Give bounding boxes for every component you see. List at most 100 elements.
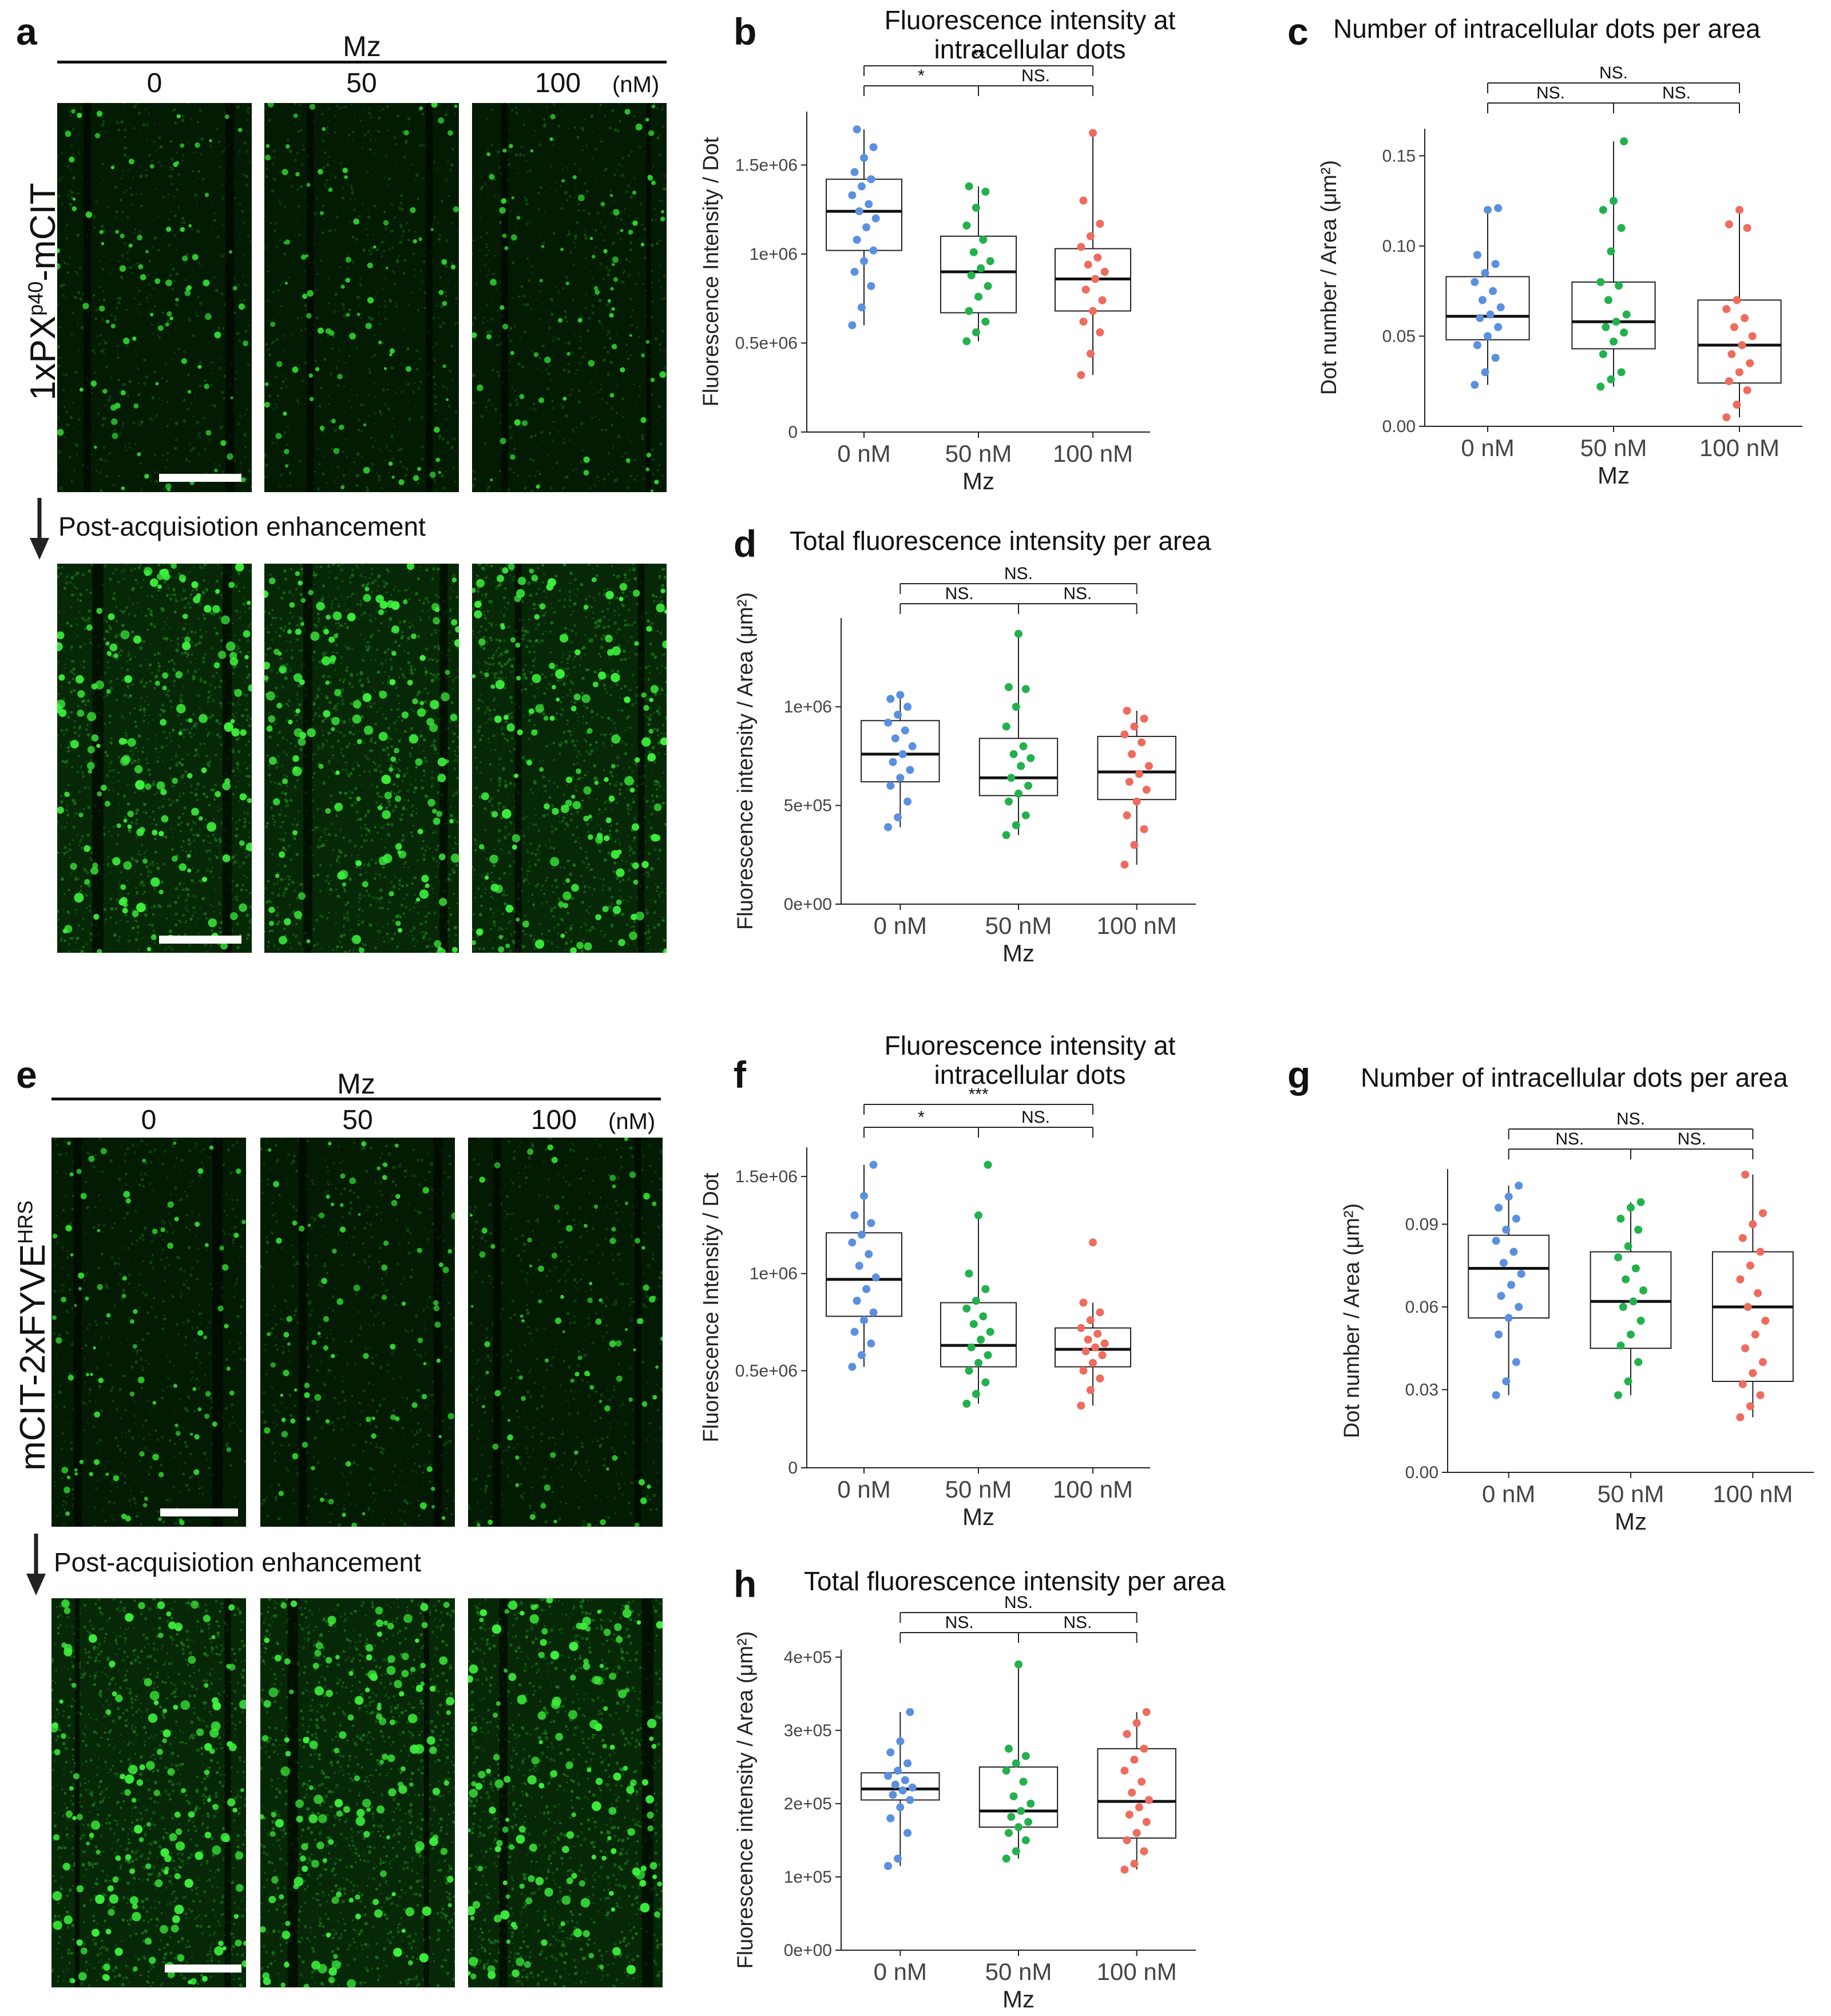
data-point — [1496, 303, 1505, 311]
data-point — [1019, 742, 1028, 751]
data-point — [1014, 629, 1022, 638]
data-point — [1081, 286, 1090, 294]
data-point — [1140, 1847, 1148, 1856]
data-point — [967, 271, 976, 280]
row-label-e: mCIT-2xFYVEHRS — [13, 1200, 53, 1471]
data-point — [862, 223, 871, 232]
y-axis-title: Fluorescence Intensity / Dot — [699, 1173, 723, 1442]
chart-c: 0.00 0.05 0.10 0.15 0 nM 50 nM 100 nM Mz Dot num… — [1317, 64, 1802, 489]
data-point — [901, 726, 909, 735]
data-point — [1140, 825, 1148, 833]
data-point — [1014, 789, 1022, 798]
data-point — [1004, 1829, 1013, 1837]
data-point — [857, 1230, 866, 1239]
data-point — [1100, 268, 1109, 276]
x-tick-label: 0 nM — [1482, 1480, 1535, 1507]
data-point — [850, 268, 859, 276]
data-point — [1754, 1289, 1762, 1297]
data-point — [894, 1854, 902, 1863]
data-point — [1471, 278, 1479, 286]
data-point — [1751, 1330, 1759, 1339]
data-point — [1722, 413, 1731, 422]
data-point — [869, 1161, 878, 1169]
data-point — [1515, 1302, 1523, 1311]
data-point — [865, 200, 873, 208]
x-tick-label: 100 nM — [1097, 912, 1177, 939]
data-point — [860, 1191, 868, 1200]
data-point — [1491, 354, 1500, 362]
micrograph-raw-100nM — [472, 103, 667, 492]
data-point — [1504, 1193, 1513, 1201]
data-point — [1002, 1854, 1010, 1863]
data-point — [886, 1814, 895, 1823]
panel-letter-e: e — [16, 1053, 37, 1096]
data-point — [1125, 778, 1134, 786]
data-point — [1736, 1275, 1745, 1284]
data-point — [1738, 1380, 1747, 1388]
data-point — [1622, 1275, 1630, 1284]
data-point — [906, 766, 914, 774]
data-point — [1002, 722, 1010, 731]
data-point — [1636, 1198, 1645, 1206]
data-point — [1125, 1811, 1134, 1819]
box-2 — [1697, 209, 1782, 418]
y-tick-label: 0.03 — [1405, 1380, 1438, 1399]
data-point — [1507, 1281, 1516, 1289]
data-point — [1620, 328, 1628, 337]
data-point — [981, 318, 990, 326]
data-point — [896, 1803, 905, 1812]
data-point — [1091, 275, 1100, 283]
data-point — [972, 204, 980, 212]
y-tick-label: 0 — [788, 1459, 798, 1478]
data-point — [848, 191, 857, 200]
y-tick-label: 4e+05 — [784, 1648, 832, 1667]
data-point — [1473, 251, 1481, 259]
scale-bar — [160, 1508, 238, 1516]
y-tick-label: 1e+06 — [750, 245, 798, 264]
data-point — [1738, 341, 1746, 350]
significance-bracket: NS. — [1487, 64, 1740, 93]
significance-bracket: NS. — [899, 564, 1138, 594]
data-point — [1614, 1391, 1622, 1400]
data-point — [865, 1250, 873, 1258]
data-point — [1722, 305, 1731, 314]
data-point — [886, 782, 895, 790]
data-point — [857, 1351, 866, 1360]
data-point — [896, 691, 905, 699]
data-point — [1021, 685, 1030, 694]
data-point — [1738, 1234, 1747, 1242]
data-point — [1616, 1341, 1625, 1350]
data-point — [1130, 722, 1139, 731]
box-2 — [1055, 133, 1131, 375]
data-point — [1497, 1292, 1505, 1300]
significance-bracket: * — [863, 1108, 979, 1138]
data-point — [1617, 368, 1626, 377]
data-point — [1596, 382, 1605, 391]
data-point — [896, 774, 905, 782]
data-point — [903, 797, 912, 806]
y-tick-label: 1e+05 — [784, 1868, 832, 1887]
x-tick-label: 0 nM — [874, 1958, 927, 1985]
data-point — [1081, 1347, 1090, 1356]
significance-label: * — [918, 1108, 925, 1127]
data-point — [1077, 1324, 1085, 1332]
panel-letter-h: h — [734, 1563, 757, 1605]
data-point — [1120, 1767, 1129, 1775]
chart-title-g: Number of intracellular dots per area — [1361, 1063, 1788, 1092]
panel-letter-c: c — [1287, 10, 1309, 53]
data-point — [1476, 314, 1484, 322]
data-point — [1486, 310, 1495, 319]
down-arrow-icon — [26, 1534, 46, 1595]
data-point — [1128, 1788, 1136, 1797]
y-tick-label: 1e+06 — [750, 1265, 798, 1284]
data-point — [1495, 1330, 1503, 1339]
data-point — [1515, 1181, 1523, 1190]
y-tick-label: 0.5e+06 — [735, 334, 798, 352]
y-tick-label: 1e+06 — [784, 698, 832, 716]
micrograph-enhanced-0nM — [51, 1598, 246, 1987]
y-axis-title: Fluorescence Intensity / Dot — [699, 137, 723, 406]
data-point — [1098, 296, 1107, 304]
y-tick-label: 5e+05 — [784, 797, 832, 815]
data-point — [855, 1262, 863, 1270]
data-point — [1079, 196, 1088, 205]
